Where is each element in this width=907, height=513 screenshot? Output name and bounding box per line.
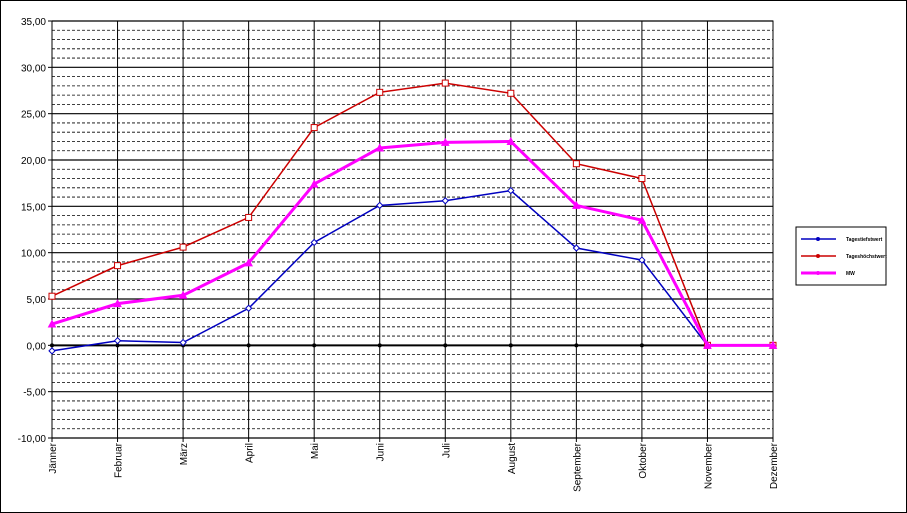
series-line	[51, 139, 773, 347]
x-tick-label: September	[572, 442, 583, 492]
zero-line-marker	[639, 343, 644, 348]
x-tick-label: Juli	[441, 443, 452, 458]
x-tick-label: Jänner	[48, 442, 59, 473]
zero-line-marker	[377, 343, 382, 348]
y-tick-label: 5,00	[27, 295, 47, 306]
x-tick-label: Juni	[376, 443, 387, 461]
data-point	[113, 336, 122, 345]
data-point	[376, 88, 384, 96]
zero-line-marker	[246, 343, 251, 348]
data-point	[179, 338, 187, 347]
data-point	[507, 186, 515, 195]
zero-line-marker	[508, 343, 513, 348]
data-point	[572, 244, 581, 252]
zero-line-marker	[115, 343, 120, 348]
series-lines	[47, 79, 778, 355]
x-tick-label: August	[507, 443, 518, 474]
data-point	[309, 179, 319, 188]
x-tick-label: Februar	[114, 442, 125, 478]
data-point	[506, 136, 516, 145]
data-point	[703, 340, 712, 349]
x-tick-label: April	[245, 443, 256, 463]
data-point	[637, 215, 647, 224]
data-point	[114, 262, 122, 270]
data-point	[179, 243, 187, 251]
y-tick-label: 35,00	[21, 17, 46, 28]
data-point	[245, 213, 253, 221]
y-tick-label: -10,00	[18, 434, 47, 445]
x-tick-label: Mai	[310, 443, 321, 459]
data-point	[441, 79, 449, 87]
data-point	[572, 200, 581, 209]
data-point	[310, 238, 318, 247]
x-tick-label: Dezember	[769, 442, 780, 489]
y-tick-label: -5,00	[23, 388, 46, 399]
series-line	[51, 82, 773, 347]
data-point	[48, 292, 56, 300]
data-point	[178, 290, 188, 299]
zero-line-marker	[312, 343, 317, 348]
data-point	[375, 143, 385, 152]
data-point	[572, 160, 580, 168]
grid	[51, 20, 774, 439]
y-tick-label: 20,00	[21, 156, 46, 167]
data-point	[376, 201, 384, 210]
y-tick-label: 15,00	[21, 202, 46, 213]
data-point	[768, 340, 778, 349]
y-tick-label: 0,00	[27, 341, 47, 352]
legend: Tagestiefstwert Tageshöchstwert MW	[795, 226, 887, 286]
data-point	[310, 124, 318, 132]
data-point	[244, 304, 253, 312]
x-tick-label: November	[703, 442, 714, 489]
data-point	[638, 175, 646, 183]
data-point	[507, 89, 515, 97]
data-point	[441, 197, 449, 205]
data-point	[113, 299, 122, 308]
data-point	[244, 258, 253, 267]
data-point	[440, 137, 450, 146]
legend-label: Tagestiefstwert	[846, 237, 883, 243]
legend-marker	[816, 271, 820, 275]
legend-label: MW	[846, 271, 855, 277]
x-tick-label: März	[179, 443, 190, 465]
zero-line-marker	[574, 343, 579, 348]
axes: -10,00 -5,00 0,00 5,00 10,00 15,00 20,00 25,00 3…	[18, 17, 780, 492]
data-point	[638, 256, 646, 264]
y-tick-label: 10,00	[21, 249, 46, 260]
plot-border	[51, 20, 774, 439]
x-tick-label: Oktober	[638, 442, 649, 478]
series-line	[51, 189, 773, 352]
data-point	[47, 319, 57, 328]
data-point	[48, 347, 56, 355]
zero-line-marker	[443, 343, 448, 348]
legend-label: Tageshöchstwert	[846, 254, 887, 260]
y-tick-label: 30,00	[21, 63, 46, 74]
legend-marker	[816, 237, 820, 241]
y-tick-label: 25,00	[21, 110, 46, 121]
legend-marker	[816, 254, 820, 258]
